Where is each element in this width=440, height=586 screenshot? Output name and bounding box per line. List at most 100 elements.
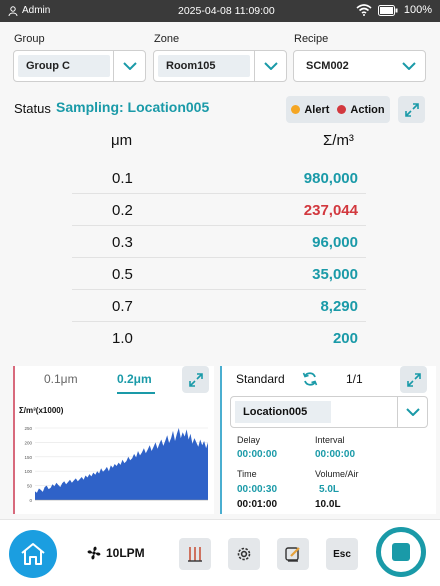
size-cell: 1.0 [112,330,133,347]
zone-select[interactable]: Room105 [153,50,287,82]
trend-chart: 0 50 100 150 200 250 [24,426,208,503]
alert-action-legend: Alert Action [286,96,390,123]
settings-button[interactable] [228,538,260,570]
interval-label: Interval [315,435,345,445]
user-indicator: Admin [8,5,50,16]
time-total-value: 00:01:00 [237,499,278,510]
size-column-header: μm [111,132,133,149]
fan-icon [87,546,101,560]
status-bar: Admin 2025-04-08 11:09:00 100% [0,0,440,22]
y-tick-label: 50 [27,484,33,489]
size-cell: 0.5 [112,266,133,283]
user-name: Admin [22,5,51,16]
group-value: Group C [18,55,110,77]
count-cell-action: 237,044 [303,202,358,219]
sensor-button[interactable] [179,538,211,570]
y-tick-label: 200 [24,440,32,445]
chevron-down-icon [402,62,416,70]
expand-icon [406,372,421,387]
page-indicator: 1/1 [346,372,363,386]
table-row: 0.7 8,290 [72,290,366,322]
expand-chart-button[interactable] [182,366,209,393]
y-tick-label: 100 [24,469,32,474]
count-column-header: Σ/m³ [323,132,354,149]
standard-panel: Standard 1/1 Location005 Delay 00:00:00 … [220,366,436,514]
zone-dropdown-button[interactable] [254,51,286,81]
bottom-bar [0,519,440,586]
alert-legend-label: Alert [304,103,330,116]
chart-area-series [35,428,208,500]
count-cell: 980,000 [303,170,358,187]
recipe-dropdown-button[interactable] [393,51,425,81]
chevron-down-icon [405,408,420,416]
group-dropdown-button[interactable] [113,51,145,81]
table-row: 1.0 200 [72,322,366,354]
y-tick-label: 250 [24,426,32,431]
chevron-down-icon [122,62,137,70]
alert-dot-icon [291,105,301,114]
home-icon [21,543,45,565]
stop-icon [392,543,410,561]
table-row: 0.3 96,000 [72,226,366,258]
table-row: 0.1 980,000 [72,162,366,194]
table-row: 0.5 35,000 [72,258,366,290]
expand-standard-button[interactable] [400,366,427,393]
interval-value: 00:00:00 [315,449,356,460]
size-cell: 0.1 [112,170,133,187]
esc-button[interactable]: Esc [326,538,358,570]
active-tab-indicator [117,392,155,394]
action-dot-icon [337,105,347,114]
tab-0-2um[interactable]: 0.2μm [117,372,152,386]
zone-value: Room105 [158,55,250,77]
standard-label: Standard [236,372,285,386]
action-legend-label: Action [350,103,385,116]
clock: 2025-04-08 11:09:00 [178,5,275,17]
expand-icon [404,102,419,117]
count-cell: 96,000 [312,234,358,251]
location-select[interactable]: Location005 [230,396,428,428]
wifi-icon [356,4,372,16]
heater-icon [188,547,202,562]
refresh-icon[interactable] [302,371,318,387]
time-label: Time [237,469,257,479]
size-cell: 0.2 [112,202,133,219]
time-elapsed-value: 00:00:30 [237,484,278,495]
group-label: Group [14,33,45,45]
chart-y-axis-label: Σ/m³(x1000) [19,406,64,415]
size-cell: 0.7 [112,298,133,315]
count-cell: 8,290 [320,298,358,315]
home-button[interactable] [9,530,57,578]
edit-icon [285,547,300,562]
recipe-value: SCM002 [306,60,349,72]
chevron-down-icon [263,62,278,70]
location-dropdown-button[interactable] [397,397,427,427]
volume-current-value: 5.0L [319,484,340,495]
count-cell: 35,000 [312,266,358,283]
user-icon [8,5,18,16]
trend-chart-panel: 0.1μm 0.2μm Σ/m³(x1000) 0 50 100 150 200 250 [13,366,214,514]
location-value: Location005 [235,401,331,423]
gear-icon [237,547,251,561]
expand-icon [188,372,203,387]
size-cell: 0.3 [112,234,133,251]
count-cell: 200 [332,330,358,347]
flow-rate-value: 10LPM [106,546,145,560]
volume-total-value: 10.0L [315,499,341,510]
recipe-select[interactable]: SCM002 [293,50,426,82]
zone-label: Zone [154,33,180,45]
y-tick-label: 150 [24,455,32,460]
group-select[interactable]: Group C [13,50,146,82]
delay-value: 00:00:00 [237,449,278,460]
expand-table-button[interactable] [398,96,425,123]
status-value: Sampling: Location005 [56,99,210,115]
table-row: 0.2 237,044 [72,194,366,226]
recipe-label: Recipe [294,33,329,45]
battery-icon [377,4,398,16]
delay-label: Delay [237,435,261,445]
stop-button[interactable] [376,527,426,577]
volume-label: Volume/Air [315,469,359,479]
battery-level: 100% [403,4,432,16]
flow-rate: 10LPM [86,545,145,561]
edit-button[interactable] [277,538,309,570]
tab-0-1um[interactable]: 0.1μm [44,372,78,386]
